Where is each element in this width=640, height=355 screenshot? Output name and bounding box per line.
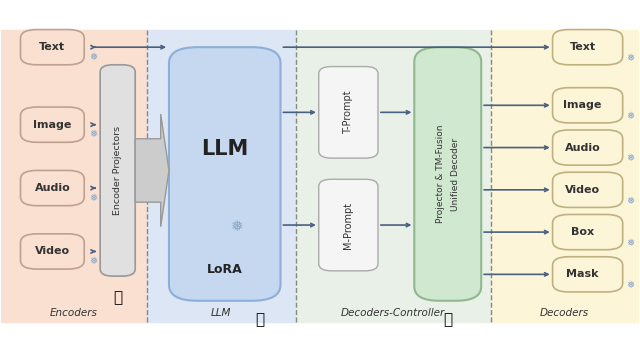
Text: Video: Video <box>35 246 70 256</box>
Text: T-Prompt: T-Prompt <box>343 91 353 134</box>
Text: LoRA: LoRA <box>207 263 243 275</box>
Bar <box>1 29 147 322</box>
Text: Video: Video <box>565 185 600 195</box>
FancyBboxPatch shape <box>100 65 135 276</box>
Text: ❅: ❅ <box>626 111 634 121</box>
Text: LLM: LLM <box>211 308 232 318</box>
FancyBboxPatch shape <box>552 172 623 207</box>
Text: Projector & TM-Fusion: Projector & TM-Fusion <box>436 125 445 223</box>
Text: 🔥: 🔥 <box>444 313 452 328</box>
FancyBboxPatch shape <box>552 29 623 65</box>
Text: Mask: Mask <box>566 269 599 279</box>
Text: Decoders-Controller: Decoders-Controller <box>341 308 445 318</box>
Text: Encoders: Encoders <box>50 308 98 318</box>
Text: Decoders: Decoders <box>540 308 589 318</box>
Text: ❅: ❅ <box>626 196 634 206</box>
FancyBboxPatch shape <box>20 29 84 65</box>
Text: Audio: Audio <box>35 183 70 193</box>
FancyBboxPatch shape <box>20 234 84 269</box>
Text: Image: Image <box>563 100 602 110</box>
FancyBboxPatch shape <box>319 179 378 271</box>
Text: Box: Box <box>571 227 594 237</box>
Text: Encoder Projectors: Encoder Projectors <box>113 126 122 215</box>
FancyBboxPatch shape <box>552 130 623 165</box>
FancyBboxPatch shape <box>319 66 378 158</box>
Text: ❅: ❅ <box>626 280 634 290</box>
Text: ❅: ❅ <box>90 193 97 203</box>
FancyBboxPatch shape <box>169 47 280 301</box>
Text: ❅: ❅ <box>90 256 97 266</box>
Text: ❅: ❅ <box>231 219 244 234</box>
Text: Image: Image <box>33 120 72 130</box>
Text: 🔥: 🔥 <box>113 290 122 305</box>
Bar <box>491 29 639 322</box>
FancyBboxPatch shape <box>414 47 481 301</box>
Text: Text: Text <box>570 42 596 52</box>
Text: 🔥: 🔥 <box>255 313 264 328</box>
Polygon shape <box>135 114 169 227</box>
Text: Unified Decoder: Unified Decoder <box>451 137 460 211</box>
Text: M-Prompt: M-Prompt <box>343 202 353 248</box>
FancyBboxPatch shape <box>552 214 623 250</box>
Text: Text: Text <box>39 42 65 52</box>
Text: ❅: ❅ <box>90 130 97 140</box>
FancyBboxPatch shape <box>20 107 84 142</box>
Bar <box>147 29 296 322</box>
FancyBboxPatch shape <box>552 257 623 292</box>
Text: LLM: LLM <box>201 139 248 159</box>
Text: ❅: ❅ <box>626 53 634 63</box>
Text: ❅: ❅ <box>626 153 634 163</box>
Bar <box>296 29 491 322</box>
FancyBboxPatch shape <box>552 88 623 123</box>
FancyBboxPatch shape <box>20 170 84 206</box>
Text: ❅: ❅ <box>626 238 634 248</box>
Text: ❅: ❅ <box>90 52 97 62</box>
Text: Audio: Audio <box>564 143 600 153</box>
